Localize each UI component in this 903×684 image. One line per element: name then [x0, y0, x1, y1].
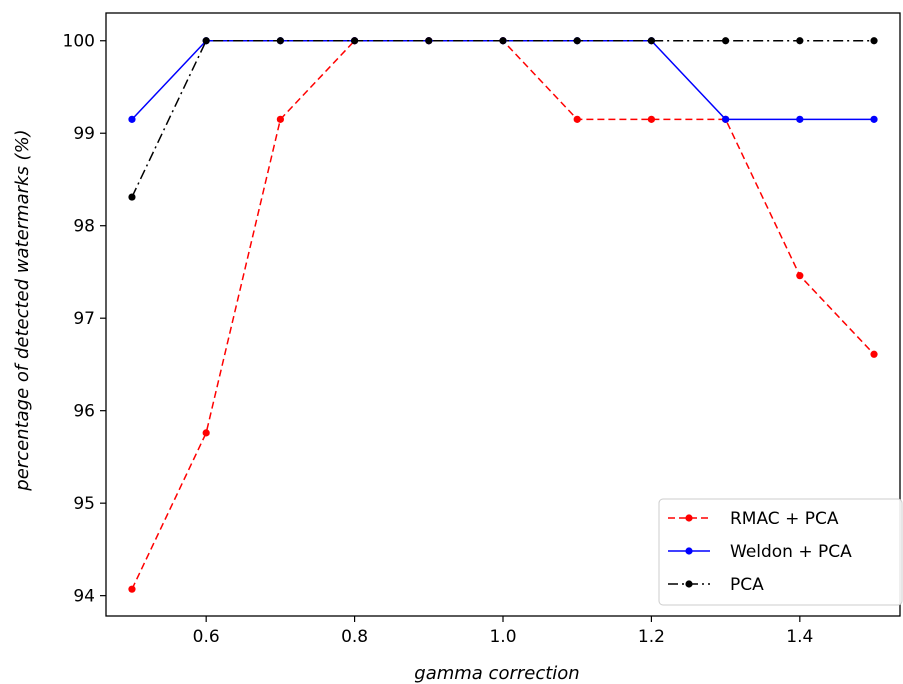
y-tick-label: 99	[73, 124, 95, 144]
data-point	[647, 115, 656, 123]
data-point	[128, 193, 136, 201]
x-tick-label: 1.2	[638, 627, 665, 647]
legend-marker	[685, 514, 693, 522]
data-point	[128, 585, 136, 593]
legend-label: PCA	[730, 575, 764, 595]
y-tick-label: 98	[73, 217, 95, 237]
y-tick-label: 95	[73, 494, 95, 514]
data-point	[796, 115, 804, 123]
legend-marker	[685, 580, 693, 588]
y-tick-label: 97	[73, 309, 95, 329]
data-point	[647, 37, 656, 45]
x-tick-label: 0.6	[193, 627, 220, 647]
y-axis: 94 95 96 97 98 99 100	[63, 32, 106, 607]
data-point	[796, 272, 804, 280]
data-point	[870, 350, 878, 358]
data-point	[276, 115, 284, 123]
y-axis-label: percentage of detected watermarks (%)	[12, 129, 33, 491]
legend-label: RMAC + PCA	[730, 509, 839, 529]
x-tick-label: 1.0	[489, 627, 516, 647]
data-point	[722, 115, 730, 123]
plot-frame	[105, 12, 901, 617]
legend-entry: RMAC + PCA	[668, 509, 839, 529]
data-point	[202, 429, 210, 437]
y-tick-label: 96	[73, 402, 95, 422]
x-tick-label: 1.4	[786, 627, 813, 647]
legend-label: Weldon + PCA	[730, 542, 852, 562]
data-point	[573, 37, 581, 45]
data-point	[425, 37, 433, 45]
data-point	[202, 37, 210, 45]
x-tick-label: 0.8	[341, 627, 368, 647]
legend-marker	[685, 547, 693, 555]
legend-entry: Weldon + PCA	[668, 542, 852, 562]
y-tick-label: 94	[73, 587, 95, 607]
data-point	[870, 37, 878, 45]
data-point	[796, 37, 804, 45]
data-point	[276, 37, 284, 45]
data-point	[573, 115, 581, 123]
plot-series	[128, 37, 878, 593]
legend: RMAC + PCA Weldon + PCA PCA	[658, 498, 903, 606]
series-pca	[128, 37, 878, 201]
data-point	[722, 37, 730, 45]
x-axis: 0.6 0.8 1.0 1.2 1.4	[193, 616, 813, 647]
legend-entry: PCA	[668, 575, 764, 595]
data-point	[128, 115, 136, 123]
legend-box	[658, 498, 903, 606]
data-point	[870, 115, 878, 123]
data-point	[350, 37, 359, 45]
data-point	[499, 37, 507, 45]
y-tick-label: 100	[63, 32, 95, 52]
x-axis-label: gamma correction	[414, 663, 579, 684]
